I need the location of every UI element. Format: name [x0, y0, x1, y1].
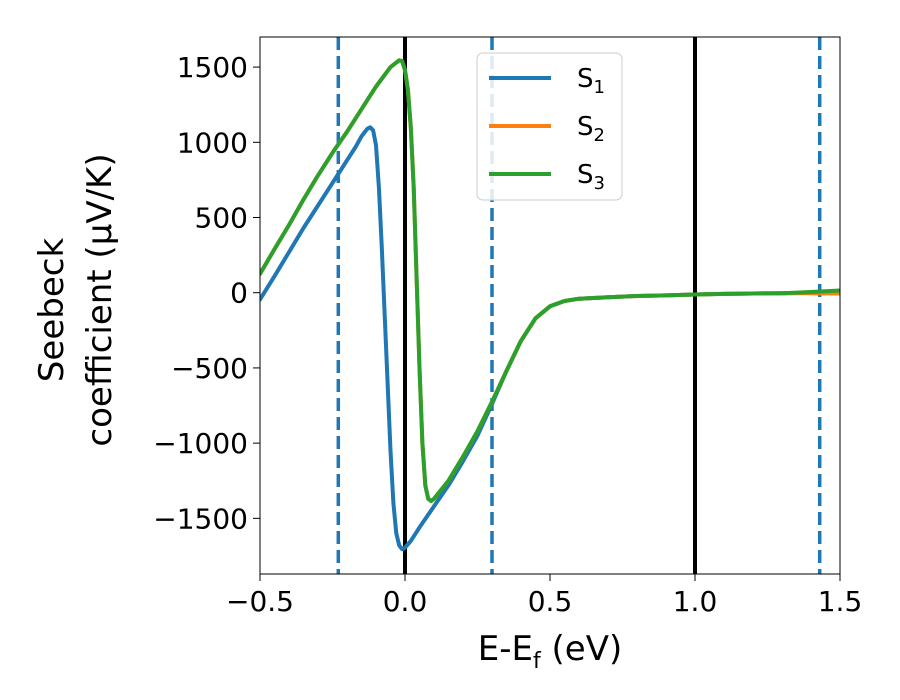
x-tick-label: 0.5	[528, 585, 573, 618]
x-tick-label: 0.0	[383, 585, 428, 618]
x-tick-label: 1.0	[673, 585, 718, 618]
y-tick-label: 1000	[177, 126, 248, 159]
y-axis-ticks: −1500 −1000 −500 0 500 1000 1500	[153, 51, 260, 535]
series-line-S3	[260, 58, 840, 503]
y-axis-label: Seebeck coefficient (μV/K)	[32, 153, 120, 446]
legend-label-S2: S2	[577, 112, 605, 146]
x-tick-label: −0.5	[226, 585, 294, 618]
legend: S1 S2 S3	[476, 52, 623, 201]
y-axis-label-line2: coefficient (μV/K)	[80, 153, 120, 446]
y-tick-label: 1500	[177, 51, 248, 84]
x-axis-ticks: −0.5 0.0 0.5 1.0 1.5	[226, 574, 862, 618]
legend-label-S1: S1	[577, 64, 605, 98]
y-tick-label: −1500	[153, 502, 248, 535]
y-tick-label: 500	[195, 202, 248, 235]
y-tick-label: 0	[230, 277, 248, 310]
reference-lines	[336, 37, 822, 574]
x-axis-label: E-Ef (eV)	[478, 629, 623, 674]
x-tick-label: 1.5	[818, 585, 863, 618]
series-lines	[260, 58, 840, 552]
legend-label-S3: S3	[577, 160, 605, 194]
y-tick-label: −500	[171, 352, 248, 385]
y-axis-label-line1: Seebeck	[32, 238, 72, 383]
y-tick-label: −1000	[153, 427, 248, 460]
